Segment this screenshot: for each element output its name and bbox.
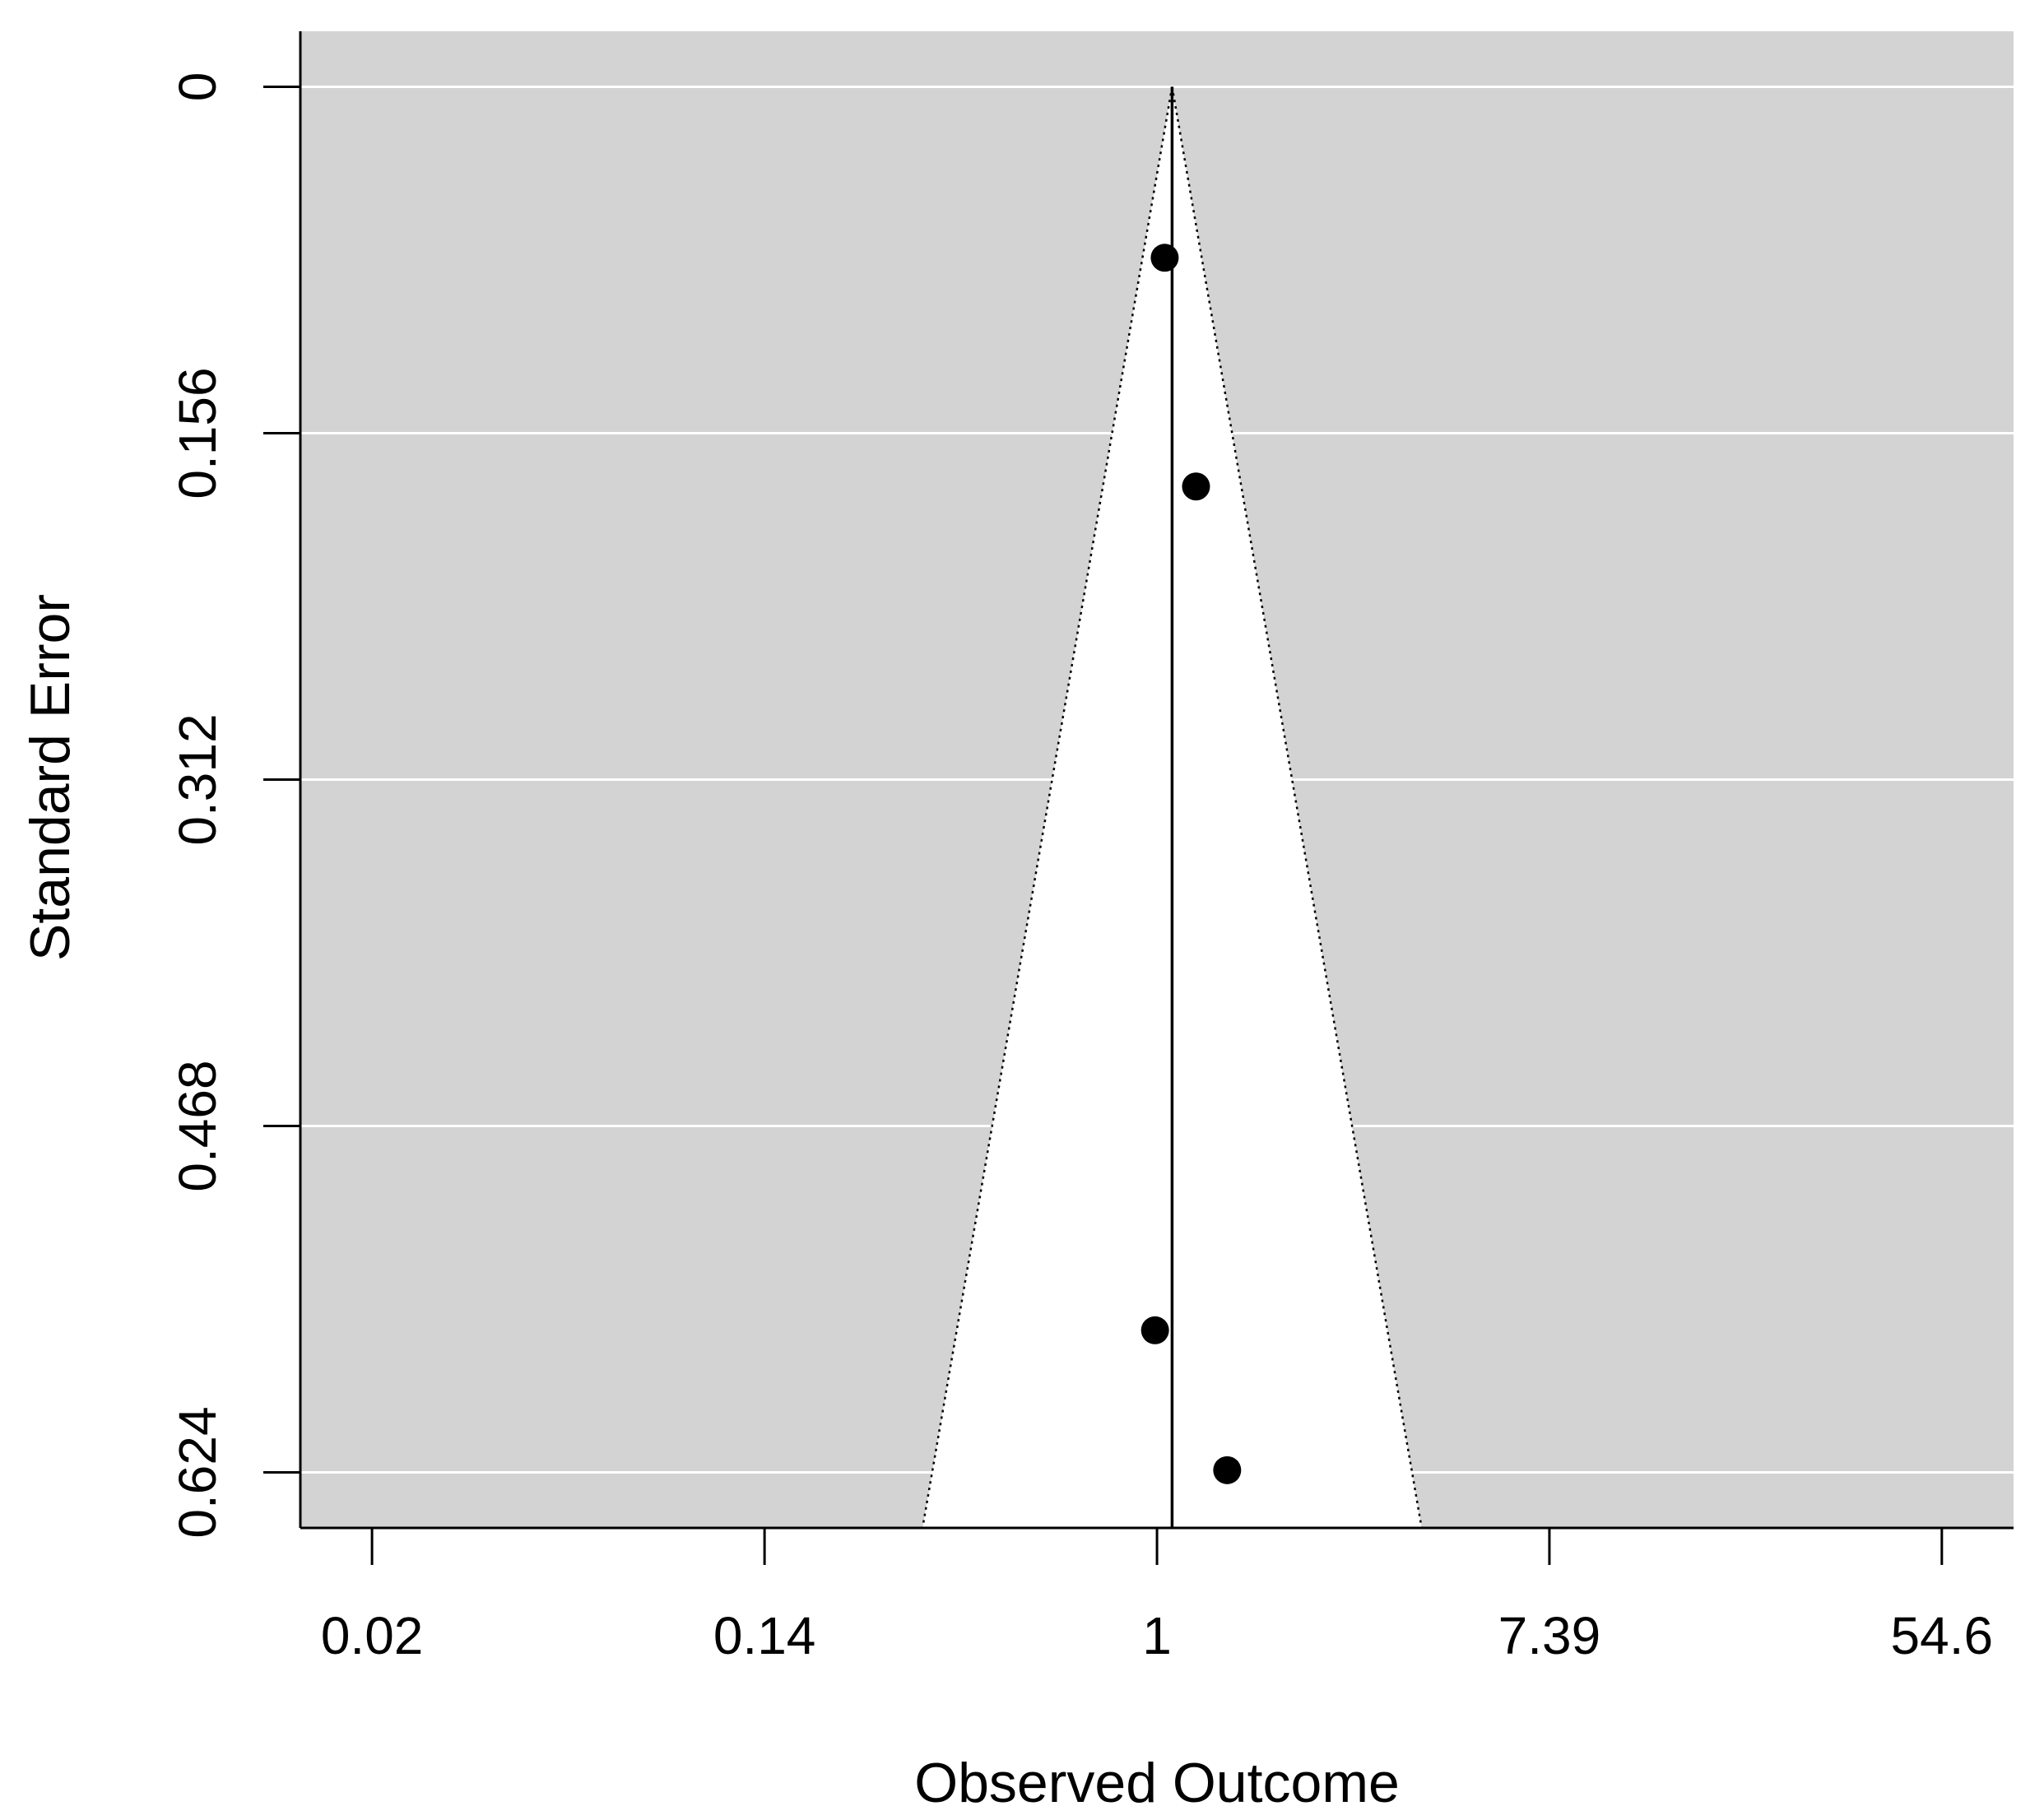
x-tick-label-4: 54.6 xyxy=(1891,1606,1994,1665)
data-point-1 xyxy=(1182,472,1210,501)
y-tick-label-1: 0.156 xyxy=(168,367,227,499)
funnel-left-edge xyxy=(921,86,1173,1529)
y-axis-ticks: 0 0.156 0.312 0.468 0.624 xyxy=(168,72,300,1539)
x-tick-label-3: 7.39 xyxy=(1498,1606,1601,1665)
x-axis-label: Observed Outcome xyxy=(914,1752,1400,1814)
data-point-3 xyxy=(1213,1456,1242,1484)
x-tick-label-2: 1 xyxy=(1142,1606,1172,1665)
y-axis-label: Standard Error xyxy=(19,594,81,961)
y-tick-label-4: 0.624 xyxy=(168,1406,227,1538)
y-tick-label-3: 0.468 xyxy=(168,1060,227,1191)
y-tick-label-0: 0 xyxy=(168,72,227,102)
data-point-0 xyxy=(1150,244,1179,272)
x-tick-label-0: 0.02 xyxy=(321,1606,424,1665)
y-tick-label-2: 0.312 xyxy=(168,713,227,845)
data-point-2 xyxy=(1140,1316,1169,1344)
x-tick-label-1: 0.14 xyxy=(713,1606,816,1665)
funnel-right-edge xyxy=(1171,86,1423,1529)
data-points xyxy=(1140,244,1242,1484)
x-axis-ticks: 0.02 0.14 1 7.39 54.6 xyxy=(321,1528,1993,1665)
